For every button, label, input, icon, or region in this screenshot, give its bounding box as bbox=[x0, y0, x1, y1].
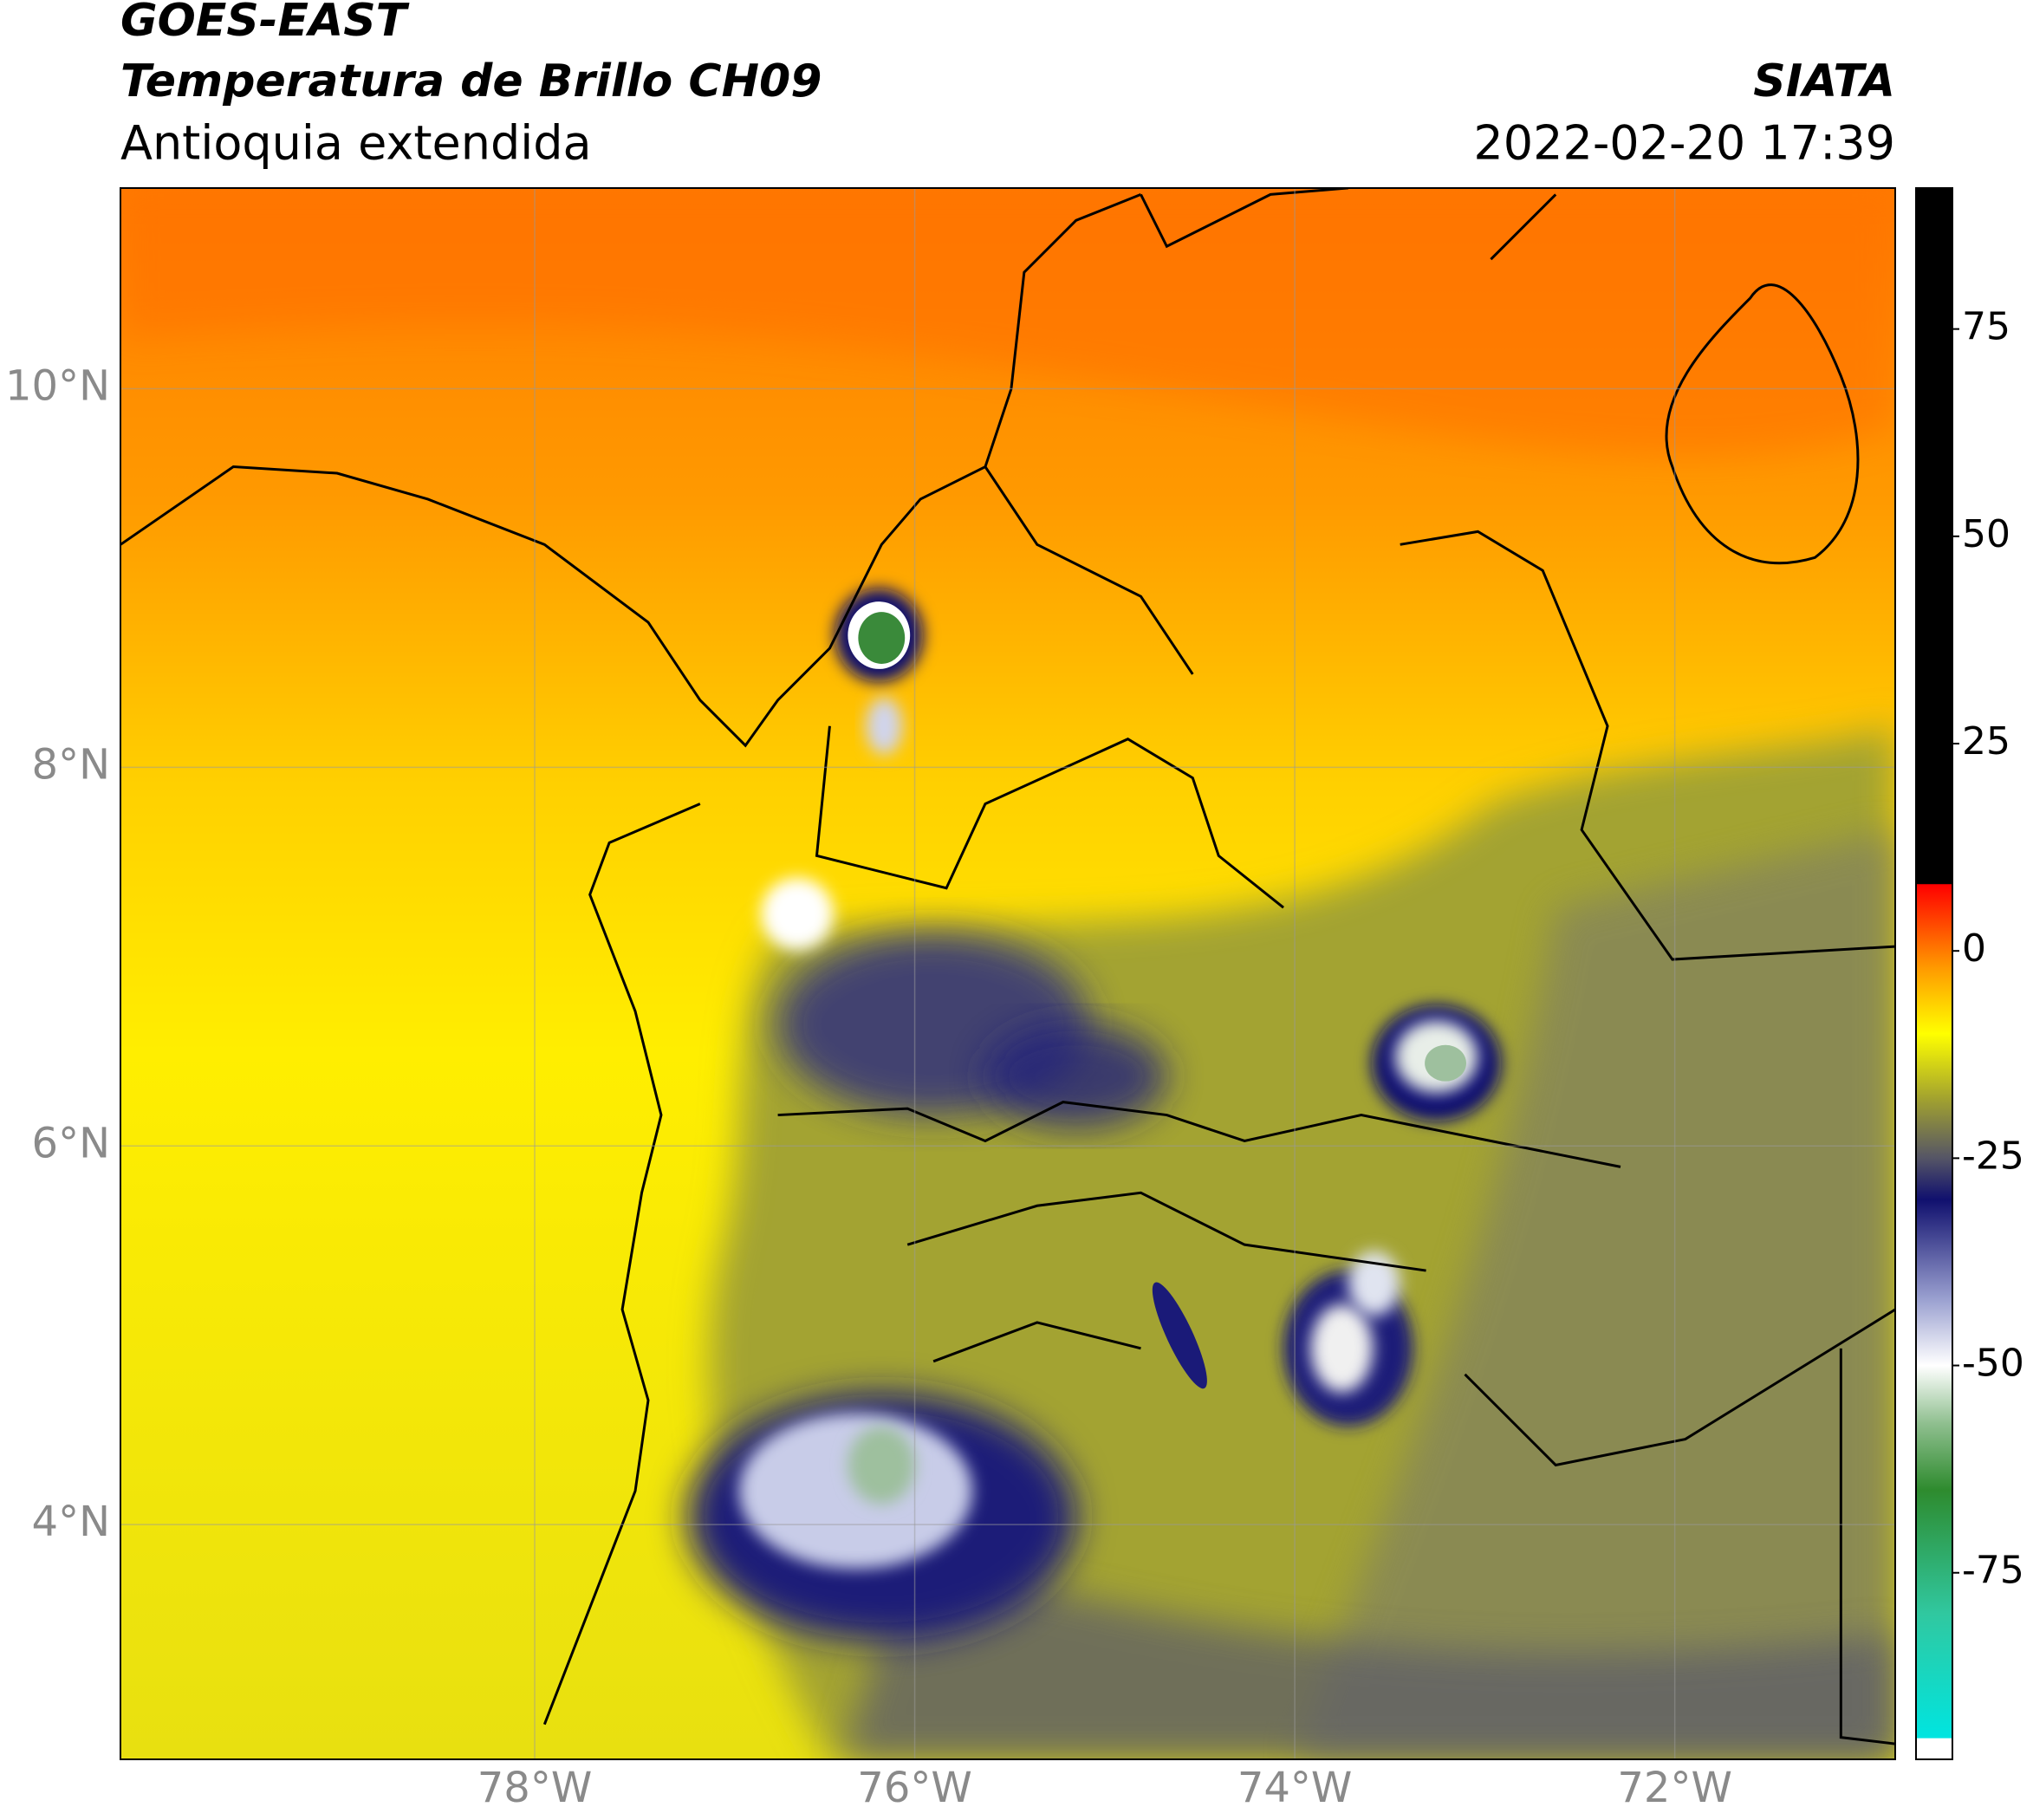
colorbar-tick-label: 0 bbox=[1962, 926, 1986, 971]
y-tick-label: 8°N bbox=[32, 740, 110, 789]
colorbar-tick-label: -75 bbox=[1962, 1549, 2024, 1593]
colorbar-tick-label: 75 bbox=[1962, 305, 2010, 349]
map-frame bbox=[120, 187, 1896, 1760]
x-tick-label: 72°W bbox=[1617, 1764, 1732, 1812]
subtitle: Temperatura de Brillo CH09 bbox=[120, 55, 822, 107]
colorbar-tick-label: 25 bbox=[1962, 719, 2010, 764]
colorbar bbox=[1915, 187, 1953, 1760]
y-tick-label: 10°N bbox=[5, 362, 110, 411]
x-tick-label: 74°W bbox=[1237, 1764, 1353, 1812]
title: GOES-EAST bbox=[120, 0, 410, 47]
x-tick-label: 78°W bbox=[477, 1764, 593, 1812]
colorbar-tick-label: 50 bbox=[1962, 512, 2010, 556]
datetime: 2022-02-20 17:39 bbox=[1473, 116, 1895, 171]
y-tick-label: 4°N bbox=[32, 1498, 110, 1546]
y-tick-label: 6°N bbox=[32, 1119, 110, 1167]
grid bbox=[120, 188, 1895, 1759]
colorbar-tick-label: -25 bbox=[1962, 1134, 2024, 1178]
x-tick-label: 76°W bbox=[857, 1764, 972, 1812]
source: SIATA bbox=[1753, 55, 1895, 107]
region: Antioquia extendida bbox=[120, 116, 592, 171]
colorbar-tick-label: -50 bbox=[1962, 1342, 2024, 1386]
map-image bbox=[120, 188, 1895, 1759]
